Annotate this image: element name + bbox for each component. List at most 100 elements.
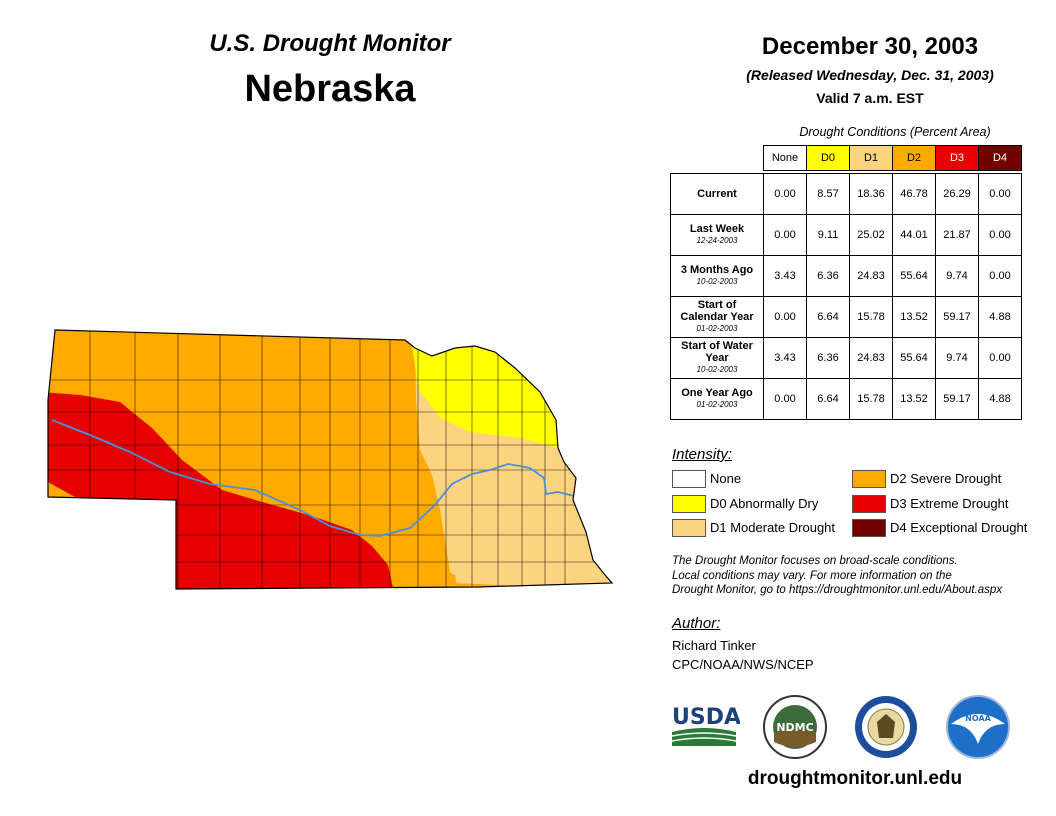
drought-conditions-table: None D0 D1 D2 D3 D4 Current 0.00 8.57 18.36… [670,145,1022,420]
col-header: D0 [806,145,850,171]
website-link[interactable]: droughtmonitor.unl.edu [747,768,963,789]
valid-time: Valid 7 a.m. EST [816,90,924,106]
usda-text: USDA [672,705,740,730]
table-row: Last Week 12-24-2003 0.00 9.11 25.02 44.01 21.… [670,214,1022,256]
legend-swatch [852,495,886,513]
header-corner [671,146,764,171]
table-row: Start of Water Year 10-02-2003 3.43 6.36 24.… [670,337,1022,379]
table-cell: 0.00 [978,214,1022,256]
legend-swatch [852,470,886,488]
table-cell: 24.83 [849,337,893,379]
map-date: December 30, 2003 [761,33,979,60]
ndmc-text: NDMC [776,721,813,734]
author-name: Richard Tinker [672,638,756,653]
table-caption: Drought Conditions (Percent Area) [799,125,991,139]
table-cell: 24.83 [849,255,893,297]
table-cell: 3.43 [763,255,807,297]
legend-label: D2 Severe Drought [890,471,1002,486]
table-cell: 0.00 [763,296,807,338]
legend-label: D4 Exceptional Drought [890,520,1028,535]
row-date: 12-24-2003 [696,236,738,245]
table-cell: 3.43 [763,337,807,379]
col-header: None [763,145,807,171]
commerce-seal [855,696,917,758]
table-cell: 13.52 [892,296,936,338]
col-header: D2 [892,145,936,171]
table-cell: 0.00 [763,214,807,256]
legend-label: D3 Extreme Drought [890,496,1009,511]
legend-label: None [710,471,742,486]
col-header: D4 [978,145,1022,171]
table-cell: 0.00 [978,255,1022,297]
legend-swatch [672,495,706,513]
row-label-text: Start of Water Year [681,340,753,364]
table-cell: 25.02 [849,214,893,256]
row-label: Current [670,173,764,215]
row-label: One Year Ago 01-02-2003 [670,378,764,420]
table-body: Current 0.00 8.57 18.36 46.78 26.29 0.00 Last W… [670,173,1022,420]
table-cell: 59.17 [935,378,979,420]
table-cell: 44.01 [892,214,936,256]
table-cell: 46.78 [892,173,936,215]
legend-swatch [852,519,886,537]
legend-heading: Intensity: [672,446,733,463]
author-org: CPC/NOAA/NWS/NCEP [672,657,814,672]
noaa-logo: NOAA [946,695,1010,759]
state-name: Nebraska [244,68,416,110]
table-cell: 0.00 [763,378,807,420]
author-heading: Author: [672,615,721,632]
table-cell: 0.00 [978,173,1022,215]
legend-label: D1 Moderate Drought [710,520,836,535]
table-cell: 18.36 [849,173,893,215]
row-date: 10-02-2003 [696,365,738,374]
table-cell: 4.88 [978,296,1022,338]
legend-label: D0 Abnormally Dry [710,496,819,511]
row-date: 01-02-2003 [696,324,738,333]
table-cell: 6.64 [806,378,850,420]
table-cell: 9.11 [806,214,850,256]
table-cell: 15.78 [849,296,893,338]
table-cell: 13.52 [892,378,936,420]
disclaimer-note: The Drought Monitor focuses on broad-sca… [672,554,1042,598]
note-line: Drought Monitor, go to https://droughtmo… [672,584,1003,596]
row-label-text: Last Week [689,223,745,235]
nebraska-drought-map [47,329,614,590]
row-date: 01-02-2003 [696,400,738,409]
table-cell: 6.64 [806,296,850,338]
table-row: Current 0.00 8.57 18.36 46.78 26.29 0.00 [670,173,1022,215]
row-label: 3 Months Ago 10-02-2003 [670,255,764,297]
platte-river [51,419,575,537]
row-label: Start of Water Year 10-02-2003 [670,337,764,379]
state-outline [47,329,614,590]
table-cell: 55.64 [892,337,936,379]
table-row: 3 Months Ago 10-02-2003 3.43 6.36 24.83 55.64… [670,255,1022,297]
table-cell: 9.74 [935,337,979,379]
release-date: (Released Wednesday, Dec. 31, 2003) [746,67,994,83]
note-line: The Drought Monitor focuses on broad-sca… [672,555,958,567]
table-cell: 55.64 [892,255,936,297]
row-label: Start of Calendar Year 01-02-2003 [670,296,764,338]
map-title: U.S. Drought Monitor [209,30,451,57]
legend-swatch [672,519,706,537]
table-row: Start of Calendar Year 01-02-2003 0.00 6.64… [670,296,1022,338]
row-label-text: Start of Calendar Year [680,299,754,323]
row-label-text: Current [697,188,737,200]
table-cell: 0.00 [763,173,807,215]
table-cell: 6.36 [806,255,850,297]
usda-logo: USDA [671,705,740,746]
table-cell: 0.00 [978,337,1022,379]
table-cell: 21.87 [935,214,979,256]
table-cell: 59.17 [935,296,979,338]
noaa-text: NOAA [965,714,991,723]
note-line: Local conditions may vary. For more info… [672,569,952,582]
row-label-text: One Year Ago [681,387,753,399]
table-cell: 8.57 [806,173,850,215]
table-cell: 15.78 [849,378,893,420]
row-label: Last Week 12-24-2003 [670,214,764,256]
table-cell: 6.36 [806,337,850,379]
d2-south-strip [393,560,458,589]
table-cell: 9.74 [935,255,979,297]
row-date: 10-02-2003 [696,277,738,286]
row-label-text: 3 Months Ago [680,264,754,276]
ndmc-logo: NDMC [763,695,827,759]
